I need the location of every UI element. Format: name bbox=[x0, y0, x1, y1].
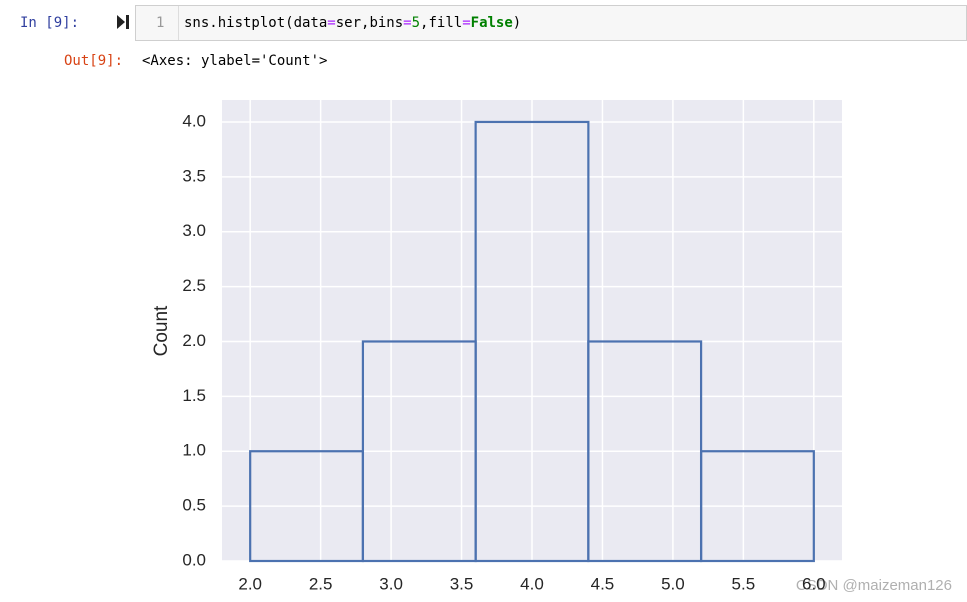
x-tick-label: 3.0 bbox=[379, 574, 403, 593]
y-tick-label: 1.5 bbox=[182, 386, 206, 405]
histogram-bar bbox=[699, 450, 815, 563]
y-tick-label: 2.0 bbox=[182, 331, 206, 350]
code-token: ser,bins bbox=[335, 15, 404, 31]
gutter: 1 bbox=[136, 6, 179, 40]
output-text: <Axes: ylabel='Count'> bbox=[142, 53, 328, 69]
y-tick-label: 1.0 bbox=[182, 441, 206, 460]
y-tick-label: 0.5 bbox=[182, 496, 206, 515]
x-tick-label: 2.5 bbox=[309, 574, 333, 593]
x-tick-label: 5.5 bbox=[732, 574, 756, 593]
y-tick-label: 0.0 bbox=[182, 550, 206, 569]
in-prompt: In [9]: bbox=[20, 15, 80, 31]
x-tick-label: 5.0 bbox=[661, 574, 685, 593]
y-tick-label: 3.0 bbox=[182, 221, 206, 240]
code-token: False bbox=[470, 15, 513, 31]
y-axis-label: Count bbox=[151, 305, 172, 356]
code: sns.histplot(data=ser,bins=5,fill=False) bbox=[184, 15, 521, 31]
y-tick-label: 3.5 bbox=[182, 166, 206, 185]
code-token: = bbox=[462, 15, 471, 31]
code-token: 5 bbox=[411, 15, 421, 31]
code-cell[interactable]: 1 sns.histplot(data=ser,bins=5,fill=Fals… bbox=[135, 5, 967, 41]
x-tick-label: 4.5 bbox=[591, 574, 615, 593]
code-token: sns.histplot(data bbox=[184, 15, 328, 31]
y-tick-label: 2.5 bbox=[182, 276, 206, 295]
code-token: = bbox=[403, 15, 412, 31]
y-tick-label: 4.0 bbox=[182, 111, 206, 130]
x-tick-label: 4.0 bbox=[520, 574, 544, 593]
out-prompt: Out[9]: bbox=[64, 53, 124, 69]
line-number: 1 bbox=[156, 15, 165, 31]
watermark: CSDN @maizeman126 bbox=[796, 577, 952, 594]
x-tick-label: 2.0 bbox=[238, 574, 262, 593]
code-token: ,fill bbox=[420, 15, 463, 31]
x-tick-label: 3.5 bbox=[450, 574, 474, 593]
run-button[interactable] bbox=[116, 14, 130, 30]
code-token: = bbox=[327, 15, 336, 31]
x-tick-label: 6.0 bbox=[802, 574, 826, 593]
code-token: ) bbox=[512, 15, 522, 31]
